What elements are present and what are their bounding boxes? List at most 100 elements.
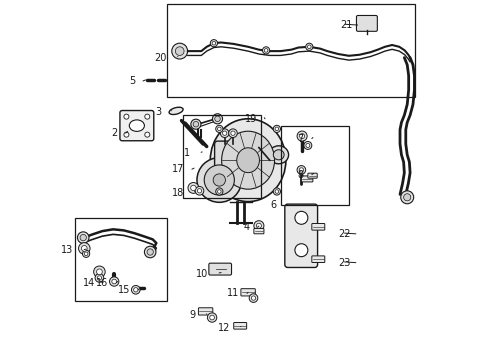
Circle shape	[303, 141, 311, 149]
Bar	[167, 4, 415, 97]
Ellipse shape	[236, 148, 259, 173]
Text: 5: 5	[128, 76, 135, 86]
Circle shape	[220, 129, 228, 138]
Circle shape	[273, 188, 280, 195]
Circle shape	[144, 246, 156, 258]
Circle shape	[195, 186, 203, 195]
FancyBboxPatch shape	[311, 224, 324, 230]
Circle shape	[215, 125, 223, 132]
Text: 7: 7	[297, 134, 303, 144]
Circle shape	[212, 114, 222, 124]
Text: 18: 18	[171, 188, 183, 198]
Circle shape	[147, 249, 153, 255]
Circle shape	[296, 131, 306, 141]
Circle shape	[212, 41, 215, 45]
Circle shape	[84, 252, 88, 256]
FancyBboxPatch shape	[307, 173, 317, 178]
Text: 20: 20	[154, 53, 167, 63]
Circle shape	[307, 45, 310, 49]
Circle shape	[262, 47, 269, 54]
Text: 4: 4	[244, 222, 249, 232]
Text: 15: 15	[118, 285, 130, 295]
Text: 21: 21	[340, 20, 352, 30]
Circle shape	[144, 114, 149, 119]
Circle shape	[228, 129, 237, 138]
Circle shape	[81, 246, 87, 251]
Circle shape	[190, 185, 196, 191]
Circle shape	[190, 119, 201, 129]
Circle shape	[112, 279, 116, 284]
Circle shape	[294, 244, 307, 257]
Bar	[75, 218, 167, 301]
Circle shape	[294, 211, 307, 224]
FancyBboxPatch shape	[284, 204, 317, 267]
Circle shape	[175, 47, 183, 55]
FancyBboxPatch shape	[311, 256, 324, 262]
Ellipse shape	[268, 146, 288, 164]
Text: 2: 2	[111, 128, 118, 138]
Text: 19: 19	[244, 114, 257, 124]
Circle shape	[80, 234, 86, 241]
Circle shape	[275, 127, 278, 131]
FancyBboxPatch shape	[120, 111, 153, 141]
Circle shape	[123, 114, 129, 119]
Text: 13: 13	[61, 245, 73, 255]
Circle shape	[79, 243, 90, 254]
Circle shape	[133, 288, 138, 292]
Bar	[280, 126, 348, 205]
Circle shape	[273, 125, 280, 132]
Circle shape	[77, 232, 89, 243]
Circle shape	[197, 189, 201, 193]
Circle shape	[215, 188, 223, 195]
Circle shape	[210, 40, 217, 47]
Text: 8: 8	[297, 170, 303, 180]
Ellipse shape	[213, 174, 225, 186]
Circle shape	[253, 221, 264, 231]
Text: 22: 22	[338, 229, 350, 239]
Circle shape	[400, 191, 413, 204]
Circle shape	[256, 223, 261, 228]
Circle shape	[222, 131, 226, 135]
Text: 3: 3	[155, 107, 161, 117]
FancyBboxPatch shape	[198, 308, 212, 315]
FancyBboxPatch shape	[301, 176, 312, 182]
Circle shape	[109, 277, 119, 286]
Circle shape	[144, 132, 149, 137]
Circle shape	[193, 121, 198, 127]
Text: 14: 14	[82, 278, 95, 288]
Circle shape	[217, 127, 221, 131]
Circle shape	[299, 168, 303, 172]
Circle shape	[209, 315, 214, 320]
Text: 17: 17	[171, 164, 183, 174]
Circle shape	[82, 250, 89, 257]
FancyBboxPatch shape	[208, 263, 231, 275]
Circle shape	[249, 294, 257, 302]
Text: 9: 9	[189, 310, 196, 320]
Ellipse shape	[221, 131, 274, 189]
Ellipse shape	[204, 165, 234, 195]
Circle shape	[305, 143, 309, 148]
Bar	[183, 115, 260, 198]
Circle shape	[251, 296, 255, 300]
Circle shape	[171, 43, 187, 59]
FancyBboxPatch shape	[253, 229, 264, 234]
Circle shape	[296, 166, 305, 174]
Ellipse shape	[169, 107, 183, 114]
Circle shape	[123, 132, 129, 137]
Circle shape	[299, 134, 304, 139]
Ellipse shape	[197, 158, 241, 202]
Circle shape	[264, 49, 267, 52]
Circle shape	[275, 190, 278, 193]
Circle shape	[97, 276, 102, 280]
Circle shape	[217, 190, 221, 193]
Circle shape	[131, 285, 140, 294]
FancyBboxPatch shape	[356, 15, 377, 31]
Circle shape	[187, 183, 199, 193]
Ellipse shape	[273, 150, 284, 160]
Circle shape	[403, 194, 410, 201]
Text: 23: 23	[338, 258, 350, 268]
FancyBboxPatch shape	[214, 141, 254, 170]
Text: 11: 11	[226, 288, 239, 298]
Circle shape	[95, 274, 103, 282]
Circle shape	[305, 43, 312, 50]
